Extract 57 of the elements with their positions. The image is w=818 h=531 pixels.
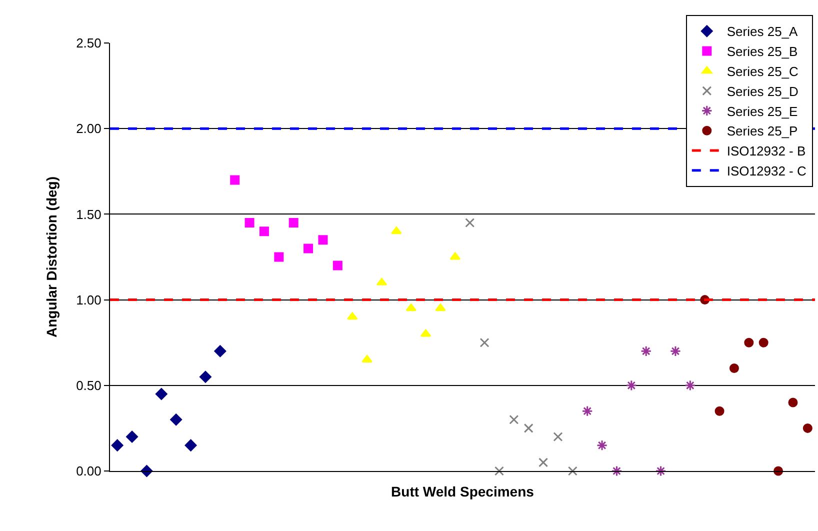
legend-label: ISO12932 - C: [726, 164, 806, 178]
point: [155, 388, 168, 400]
legend-label: Series 25_B: [726, 44, 798, 60]
legend-label: Series 25_A: [726, 24, 798, 40]
point: [509, 414, 519, 424]
point: [406, 304, 416, 312]
point: [524, 423, 534, 433]
point: [184, 439, 197, 452]
point: [332, 260, 342, 270]
point: [788, 398, 798, 408]
y-tick-label: 0.00: [76, 464, 102, 479]
point: [655, 465, 666, 477]
legend-label: Series 25_D: [726, 84, 798, 99]
point: [744, 338, 754, 348]
point: [729, 364, 739, 374]
y-tick-label: 2.50: [76, 36, 102, 51]
point: [568, 466, 578, 476]
point: [126, 430, 138, 443]
point: [670, 346, 682, 357]
legend-label: ISO12932 - B: [726, 144, 806, 159]
point: [640, 346, 652, 357]
point: [259, 226, 269, 236]
y-tick-label: 1.00: [76, 292, 102, 308]
point: [318, 235, 328, 245]
point: [611, 465, 622, 477]
point: [200, 370, 212, 383]
legend-label: Series 25_C: [726, 64, 798, 79]
point: [230, 175, 240, 185]
point: [274, 252, 284, 262]
point: [758, 338, 768, 348]
point: [111, 439, 124, 452]
point: [435, 304, 446, 312]
y-tick-label: 2.00: [76, 121, 102, 136]
point: [304, 244, 314, 254]
point: [538, 458, 548, 468]
point: [480, 338, 490, 348]
point: [494, 466, 504, 476]
y-tick-label: 0.50: [76, 378, 102, 393]
point: [626, 380, 637, 391]
point: [362, 354, 372, 362]
point: [170, 414, 182, 426]
point: [684, 380, 696, 391]
point: [465, 218, 475, 228]
x-axis-title: Butt Weld Specimens: [391, 483, 534, 500]
point: [596, 440, 608, 451]
point: [714, 406, 724, 416]
point: [214, 345, 226, 358]
legend-label: Series 25_P: [726, 124, 798, 139]
point: [802, 423, 812, 433]
point: [391, 226, 402, 234]
y-axis-title: Angular Distortion (deg): [44, 176, 60, 338]
y-tick-label: 1.50: [76, 206, 102, 222]
point: [582, 406, 593, 417]
legend-label: Series 25_E: [726, 104, 798, 119]
point: [244, 218, 254, 228]
point: [288, 218, 298, 228]
point: [553, 432, 563, 442]
